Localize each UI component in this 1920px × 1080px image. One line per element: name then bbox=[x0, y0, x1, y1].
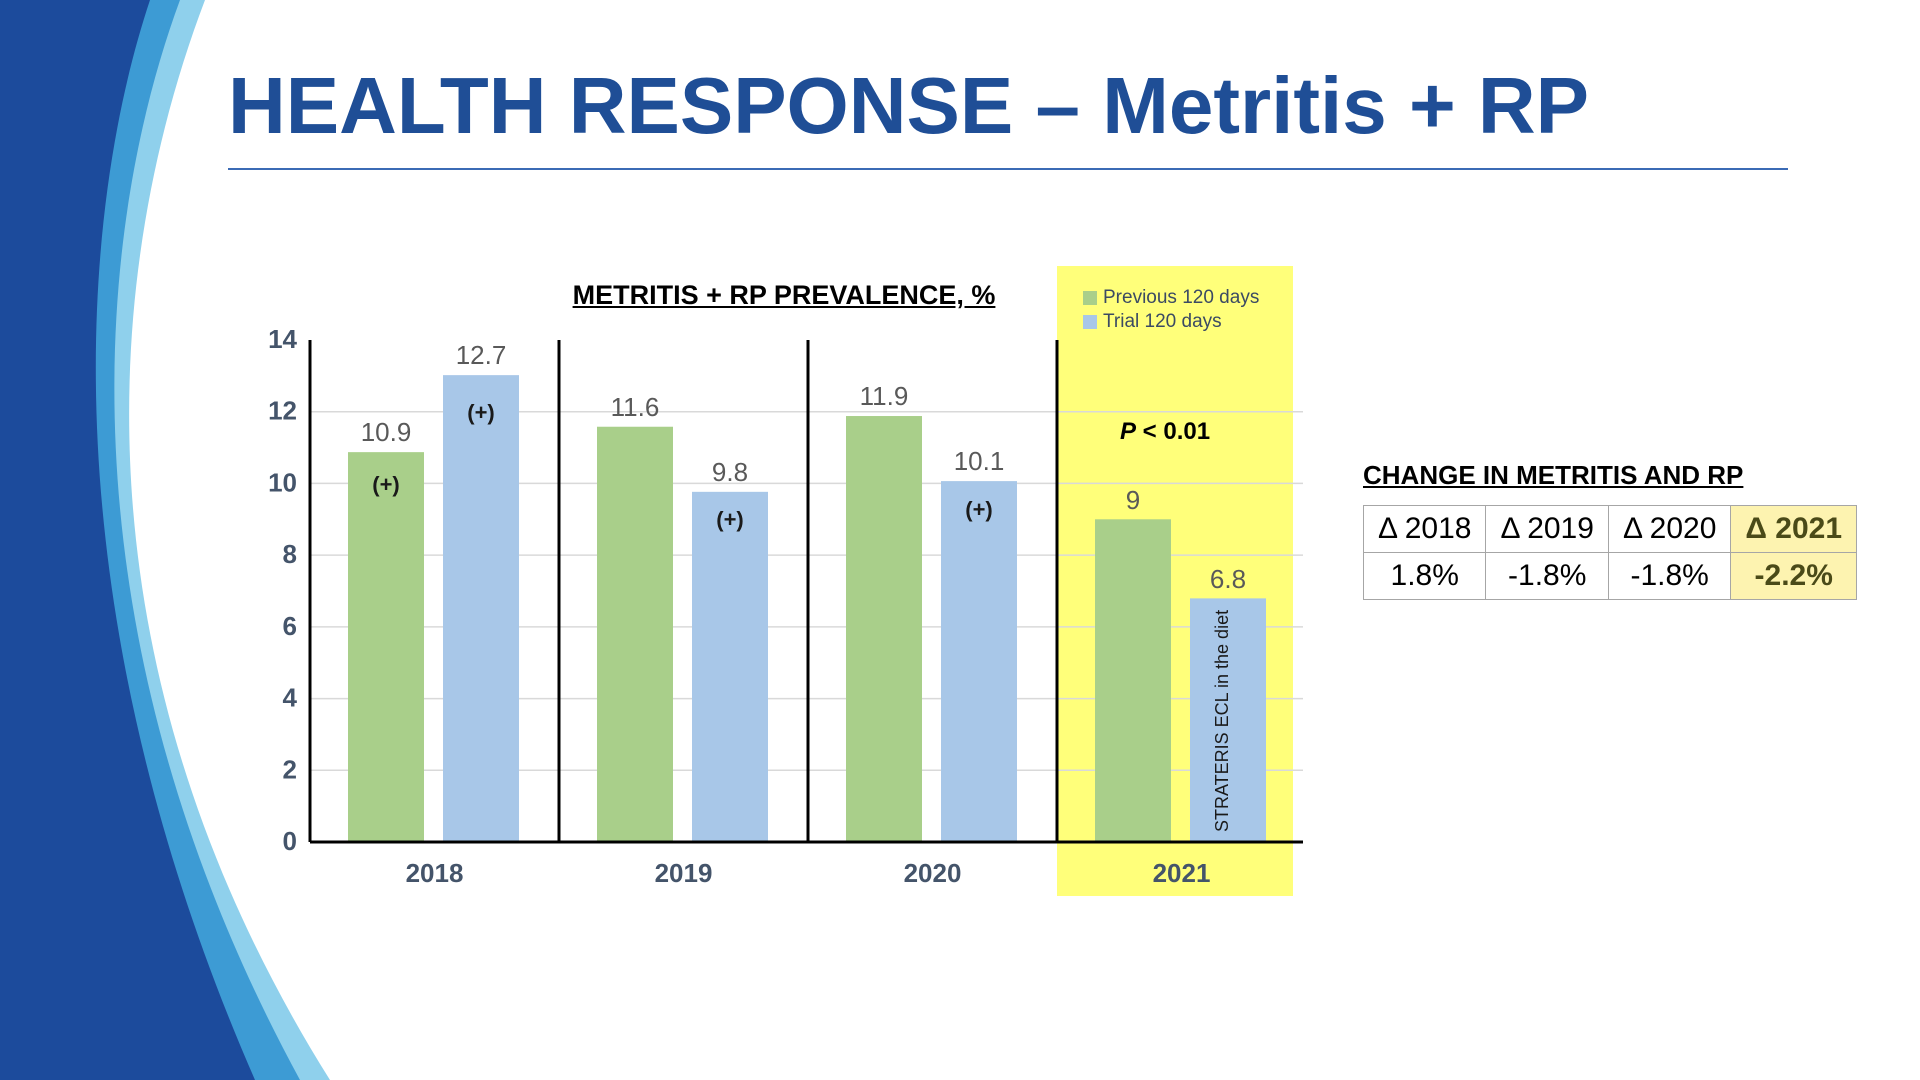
svg-text:(+): (+) bbox=[372, 472, 400, 497]
svg-text:10.9: 10.9 bbox=[361, 417, 412, 447]
svg-text:9: 9 bbox=[1126, 485, 1140, 515]
svg-text:11.6: 11.6 bbox=[611, 392, 660, 422]
svg-text:12: 12 bbox=[268, 396, 297, 426]
svg-text:(+): (+) bbox=[467, 400, 495, 425]
svg-text:2: 2 bbox=[283, 754, 297, 784]
svg-text:(+): (+) bbox=[965, 497, 993, 522]
svg-text:10: 10 bbox=[268, 467, 297, 497]
svg-text:STRATERIS ECL in the diet: STRATERIS ECL in the diet bbox=[1212, 610, 1232, 832]
svg-text:(+): (+) bbox=[716, 507, 744, 532]
svg-text:10.1: 10.1 bbox=[954, 446, 1005, 476]
svg-text:9.8: 9.8 bbox=[712, 457, 748, 487]
svg-text:6.8: 6.8 bbox=[1210, 564, 1246, 594]
svg-text:14: 14 bbox=[268, 324, 297, 354]
svg-text:6: 6 bbox=[283, 611, 297, 641]
svg-text:4: 4 bbox=[283, 683, 298, 713]
svg-text:12.7: 12.7 bbox=[456, 340, 507, 370]
svg-text:0: 0 bbox=[283, 826, 297, 856]
svg-text:11.9: 11.9 bbox=[860, 381, 909, 411]
svg-text:8: 8 bbox=[283, 539, 297, 569]
